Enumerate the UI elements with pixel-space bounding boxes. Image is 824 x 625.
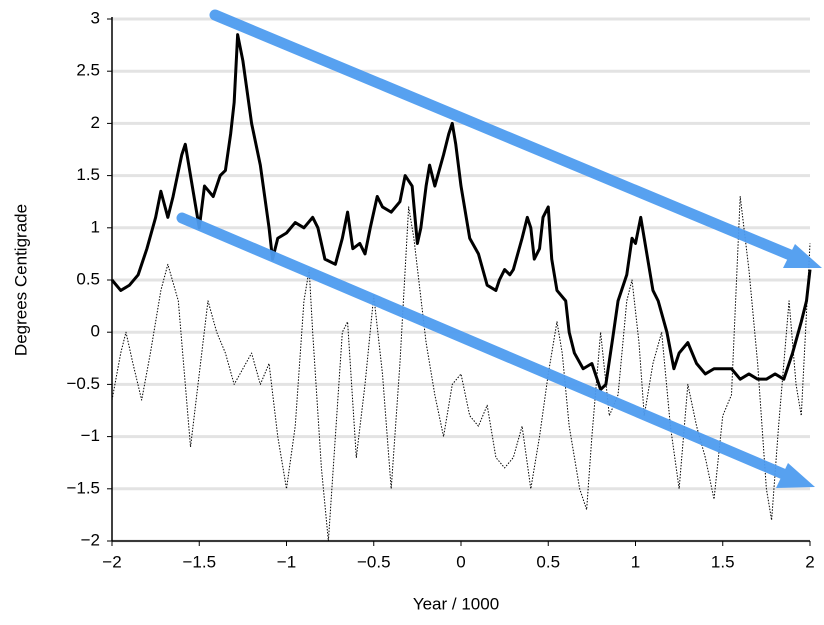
y-tick-label: −2 <box>81 530 100 549</box>
dotted-line <box>111 195 811 542</box>
y-tick-label: 3 <box>91 8 100 27</box>
y-tick-label: −1 <box>81 426 100 445</box>
x-tick-label: 0.5 <box>536 552 560 571</box>
y-tick-label: 1 <box>91 217 100 236</box>
trend-arrow-lower <box>176 212 794 482</box>
arrow-head <box>776 463 815 488</box>
x-tick-label: 2 <box>805 552 814 571</box>
y-tick-label: 2 <box>91 113 100 132</box>
arrow-head <box>783 244 822 268</box>
x-tick-label: −2 <box>102 552 121 571</box>
solid-line <box>110 33 812 392</box>
x-tick-label: −1.5 <box>182 552 216 571</box>
y-tick-label: 2.5 <box>76 61 100 80</box>
y-tick-label: 1.5 <box>76 165 100 184</box>
x-tick-label: −0.5 <box>357 552 391 571</box>
axes: −2 −1.5 −1 −0.5 0 0.5 1 1.5 2 2.5 3 −2 −1.5 −1 −0.5 0 0.… <box>66 8 814 571</box>
x-axis-label: Year / 1000 <box>413 594 499 613</box>
trend-arrow-upper <box>209 9 801 263</box>
plot-lines <box>110 33 812 542</box>
y-tick-label: −1.5 <box>66 478 100 497</box>
grid <box>112 17 810 543</box>
trend-arrows <box>176 9 822 488</box>
x-tick-label: −1 <box>277 552 296 571</box>
y-tick-label: −0.5 <box>66 374 100 393</box>
x-tick-label: 1 <box>631 552 640 571</box>
x-tick-label: 1.5 <box>711 552 735 571</box>
y-tick-label: 0 <box>91 322 100 341</box>
x-tick-label: 0 <box>456 552 465 571</box>
y-axis-label: Degrees Centigrade <box>11 204 30 356</box>
y-tick-label: 0.5 <box>76 269 100 288</box>
